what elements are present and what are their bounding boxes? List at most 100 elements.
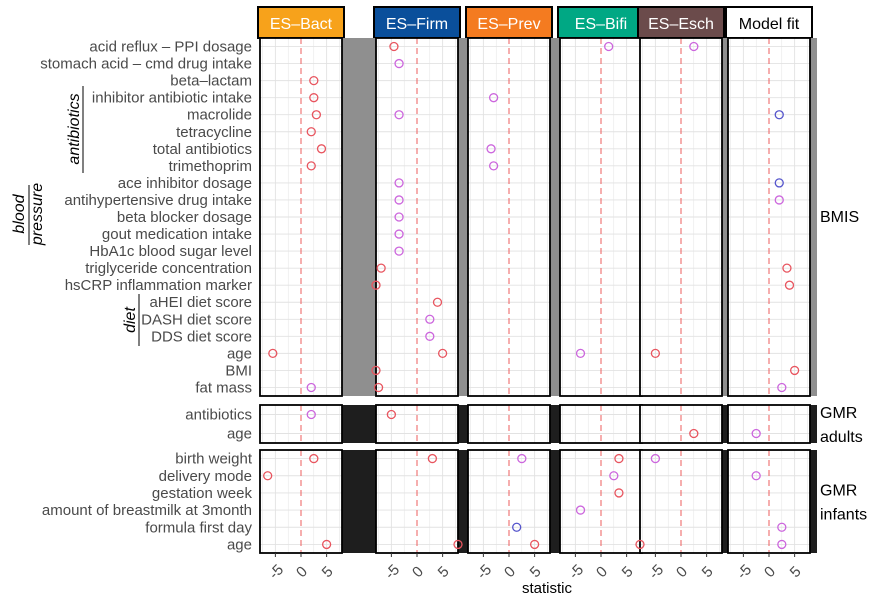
data-point: [306, 382, 316, 393]
data-point: [425, 314, 435, 324]
facet-cell: [639, 37, 723, 397]
data-point: [650, 453, 661, 464]
x-tick-label: -5: [474, 561, 495, 582]
data-point: [394, 246, 404, 256]
x-tick-label: 5: [319, 563, 337, 581]
data-point: [263, 471, 273, 481]
row-label: DDS diet score: [151, 328, 252, 345]
panel-gap-fill-0: [342, 38, 728, 396]
row-label: ace inhibitor dosage: [118, 175, 252, 192]
data-point: [394, 58, 404, 69]
facet-header-1: ES–Firm: [373, 6, 461, 39]
row-label: DASH diet score: [141, 311, 252, 328]
facet-header-2: ES–Prev: [465, 6, 553, 39]
x-axis-title: statistic: [522, 580, 573, 597]
data-point: [394, 212, 404, 222]
data-point: [517, 453, 527, 464]
data-point: [306, 409, 316, 420]
row-label: inhibitor antibiotic intake: [92, 90, 252, 107]
x-tick-label: -5: [646, 561, 667, 582]
panel-1: [259, 404, 811, 444]
facet-header-label: ES–Firm: [386, 16, 448, 33]
data-point: [789, 365, 800, 376]
facet-cell: [727, 37, 811, 397]
data-point: [386, 409, 397, 420]
data-point: [782, 263, 792, 273]
row-label: BMI: [225, 362, 252, 379]
facet-row-label: GMR: [820, 483, 857, 500]
data-point: [512, 522, 522, 532]
facet-cell: [559, 404, 643, 444]
row-label: formula first day: [145, 519, 252, 536]
data-point: [529, 539, 540, 550]
x-tick-label: 0: [501, 563, 519, 581]
data-point: [321, 539, 332, 550]
data-point: [751, 428, 761, 439]
row-label: birth weight: [175, 451, 253, 468]
row-label: age: [227, 426, 252, 443]
facet-row-label: GMR: [820, 405, 857, 422]
facet-cell: [467, 37, 551, 397]
x-tick-label: 0: [409, 563, 427, 581]
facet-cell: [559, 37, 643, 397]
row-label: triglyceride concentration: [85, 260, 252, 277]
facet-header-label: Model fit: [739, 16, 800, 33]
facet-cell: [259, 449, 343, 554]
data-point: [575, 505, 586, 515]
row-label: fat mass: [195, 379, 252, 396]
data-point: [389, 41, 399, 52]
x-tick-label: 5: [527, 563, 545, 581]
row-label: age: [227, 536, 252, 553]
data-point: [373, 382, 384, 393]
facet-cell: [467, 449, 551, 554]
x-tick-label: 5: [787, 563, 805, 581]
data-point: [306, 161, 316, 171]
row-label: beta–lactam: [170, 73, 252, 90]
data-point: [371, 365, 381, 376]
facet-cell: [259, 404, 343, 444]
facet-row-label: adults: [820, 429, 863, 446]
data-point: [751, 471, 761, 481]
row-label: antihypertensive drug intake: [64, 192, 252, 209]
data-point: [635, 539, 645, 550]
row-label: beta blocker dosage: [117, 209, 252, 226]
data-point: [774, 178, 784, 188]
data-point: [425, 331, 435, 341]
row-label: hsCRP inflammation marker: [65, 277, 252, 294]
facet-cell: [727, 404, 811, 444]
x-tick-label: 0: [293, 563, 311, 581]
row-label: age: [227, 345, 252, 362]
facet-cell: [375, 404, 459, 444]
data-point: [453, 539, 463, 550]
data-point: [309, 93, 319, 103]
data-point: [777, 539, 787, 550]
x-tick-label: -5: [266, 561, 287, 582]
data-point: [575, 348, 586, 359]
data-point: [316, 144, 327, 154]
panel-0: [259, 37, 811, 397]
facet-cell: [375, 449, 459, 554]
data-point: [437, 348, 448, 359]
data-point: [650, 348, 661, 359]
facet-strips: ES–Bact ES–Firm ES–Prev ES–Bifi ES–Esch Model…: [257, 6, 813, 39]
facet-cell: [259, 37, 343, 397]
blood-pressure-group-label-2: pressure: [29, 183, 46, 246]
row-label: antibiotics: [185, 407, 252, 424]
data-point: [394, 195, 404, 205]
antibiotics-group-label: antibiotics: [66, 93, 83, 164]
row-label: amount of breastmilk at 3month: [42, 502, 252, 519]
row-label: gestation week: [152, 485, 253, 502]
row-label: total antibiotics: [153, 141, 252, 158]
data-point: [432, 297, 443, 307]
data-point: [689, 428, 699, 439]
data-point: [689, 41, 699, 52]
data-point: [784, 280, 795, 290]
facet-cell: [639, 449, 723, 554]
diet-group-label: diet: [122, 307, 139, 333]
facet-cell: [727, 449, 811, 554]
panel-gap-fill-1: [342, 405, 728, 443]
row-label: HbA1c blood sugar level: [89, 243, 252, 260]
data-point: [774, 110, 784, 120]
